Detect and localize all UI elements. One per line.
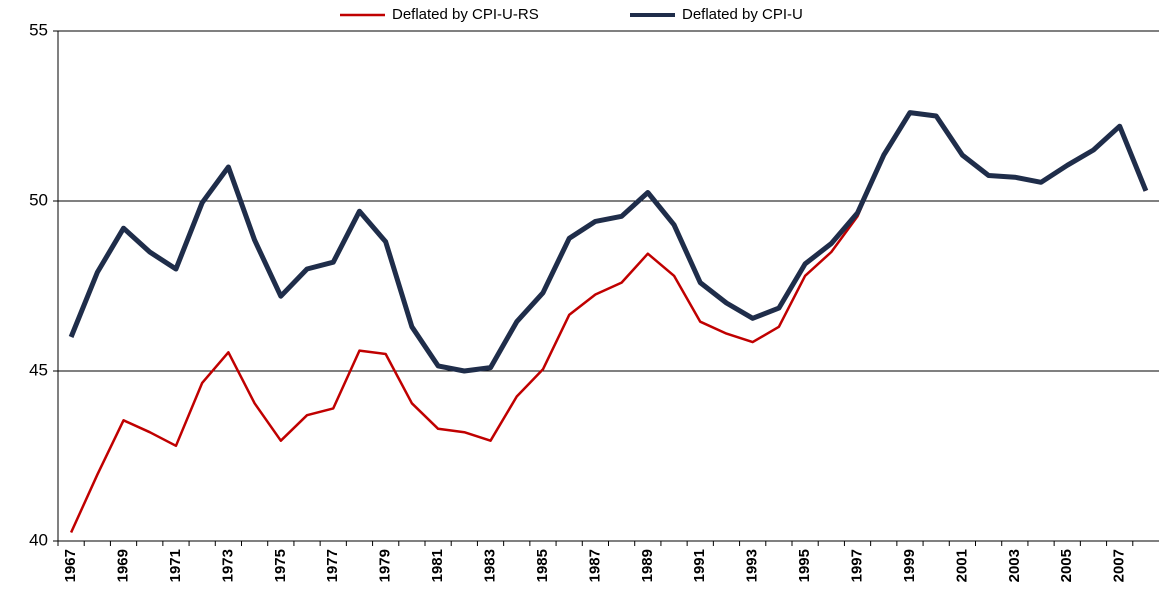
x-tick-label: 1985	[534, 549, 551, 582]
x-tick-label: 2003	[1006, 549, 1023, 582]
x-tick-label: 1977	[324, 549, 341, 582]
y-tick-label: 40	[29, 530, 48, 549]
x-tick-label: 2001	[953, 549, 970, 582]
legend-label: Deflated by CPI-U	[682, 6, 803, 23]
legend-label: Deflated by CPI-U-RS	[392, 6, 539, 23]
y-tick-label: 50	[29, 190, 48, 209]
x-tick-label: 1989	[639, 549, 656, 582]
x-tick-label: 1971	[167, 549, 184, 582]
x-tick-label: 1993	[744, 549, 761, 582]
x-tick-label: 1995	[796, 549, 813, 582]
x-tick-label: 1997	[849, 549, 866, 582]
x-tick-label: 2005	[1058, 549, 1075, 582]
x-tick-label: 1973	[219, 549, 236, 582]
x-tick-label: 1983	[482, 549, 499, 582]
x-tick-label: 1991	[691, 549, 708, 582]
x-tick-label: 1979	[377, 549, 394, 582]
y-tick-label: 55	[29, 20, 48, 39]
x-tick-label: 1981	[429, 549, 446, 582]
series-line	[68, 110, 1149, 374]
x-tick-label: 1975	[272, 549, 289, 582]
x-tick-label: 1999	[901, 549, 918, 582]
x-tick-label: 1969	[115, 549, 132, 582]
y-tick-label: 45	[29, 360, 48, 379]
x-tick-label: 2007	[1111, 549, 1128, 582]
x-tick-label: 1967	[62, 549, 79, 582]
x-tick-label: 1987	[586, 549, 603, 582]
